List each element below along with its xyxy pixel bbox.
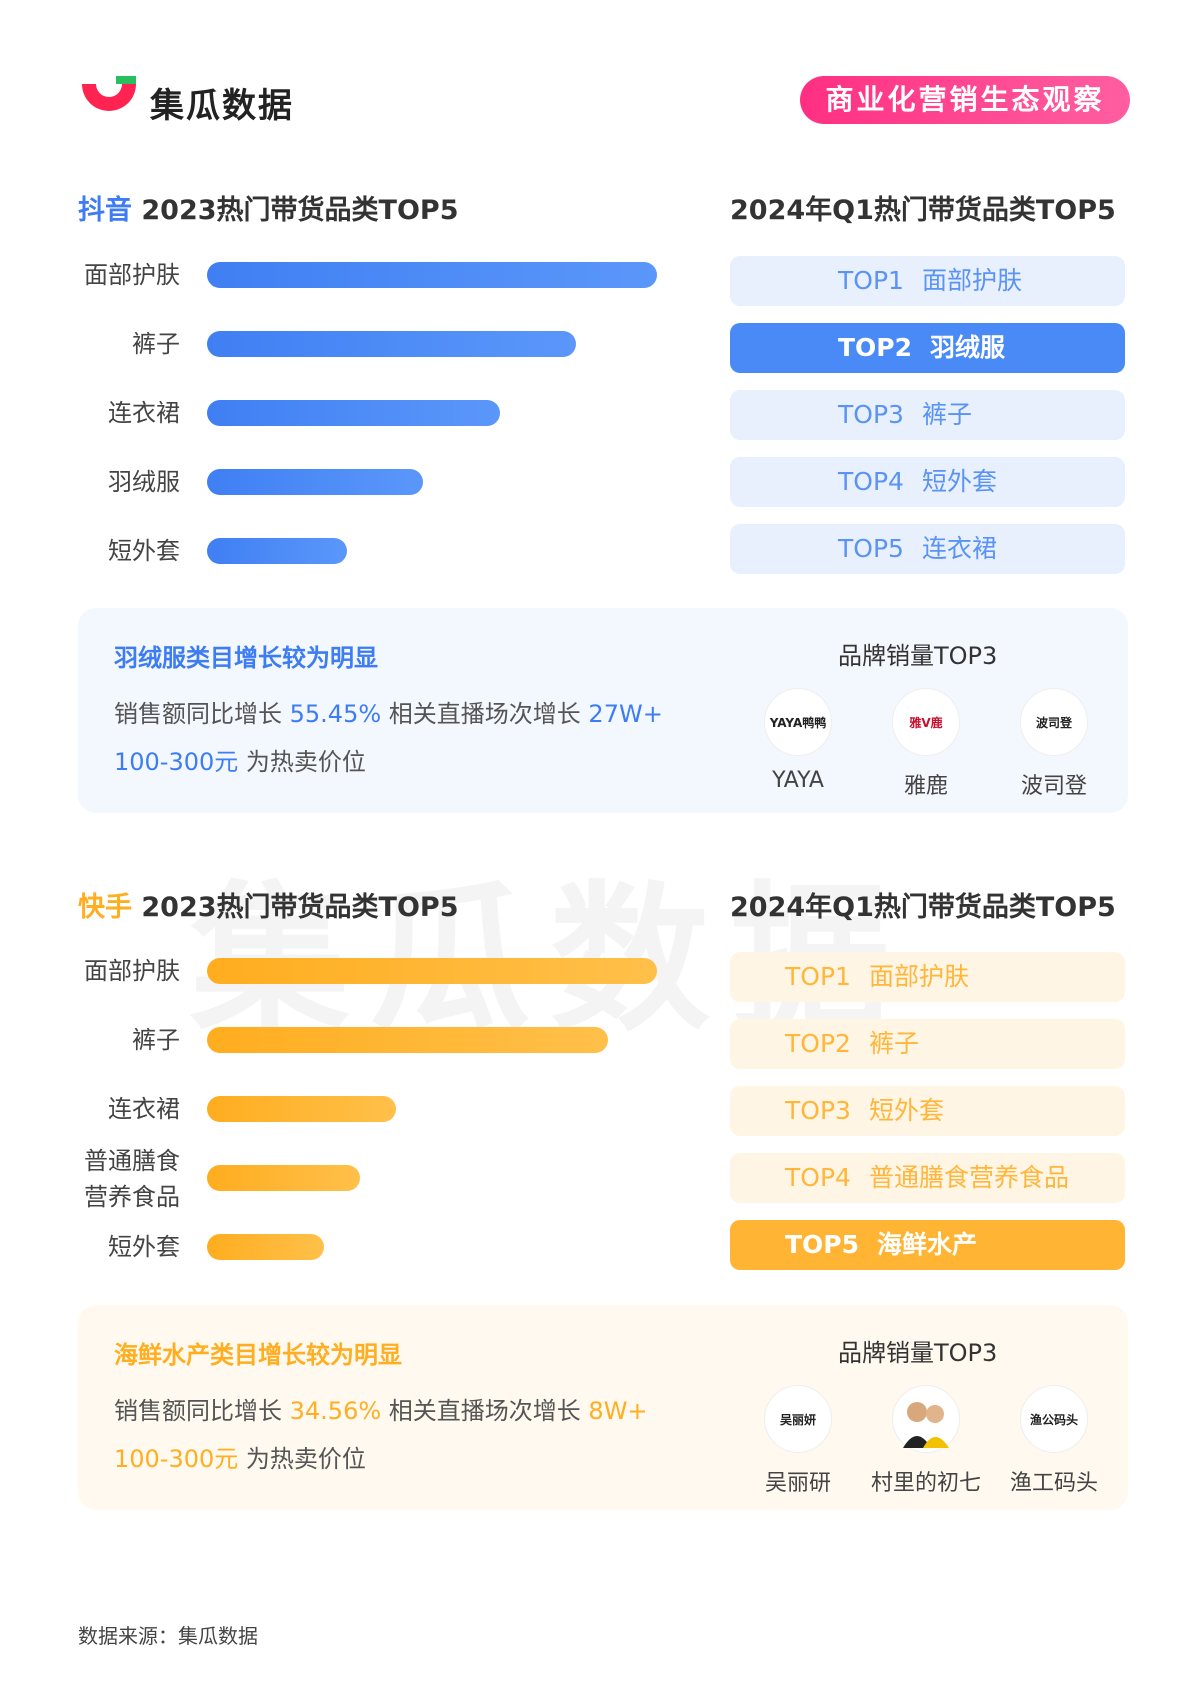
bar xyxy=(207,1096,396,1122)
brand-logo: 波司登 xyxy=(1020,688,1088,756)
rank-label: TOP2 xyxy=(838,333,913,362)
category-label: 短外套 xyxy=(108,537,180,565)
bar xyxy=(207,538,347,564)
ranking-item: TOP5 海鲜水产 xyxy=(730,1220,1125,1270)
douyin-q1-title: 2024年Q1热门带货品类TOP5 xyxy=(730,195,1116,226)
bar xyxy=(207,1234,324,1260)
bar xyxy=(207,331,576,357)
rank-category: 连衣裙 xyxy=(921,534,997,563)
info-title: 羽绒服类目增长较为明显 xyxy=(114,644,378,672)
category-label: 短外套 xyxy=(108,1233,180,1261)
brand-name: 渔工码头 xyxy=(1009,1471,1098,1496)
category-label: 普通膳食 营养食品 xyxy=(84,1147,180,1211)
header-tag: 商业化营销生态观察 xyxy=(800,76,1130,124)
brand-logo xyxy=(892,1385,960,1453)
data-source: 数据来源：集瓜数据 xyxy=(78,1624,258,1648)
bar xyxy=(207,1165,360,1191)
category-label: 裤子 xyxy=(132,1026,180,1054)
kuaishou-q1-title: 2024年Q1热门带货品类TOP5 xyxy=(730,892,1116,923)
rank-label: TOP3 xyxy=(838,400,904,429)
ranking-item: TOP4 短外套 xyxy=(730,457,1125,507)
rank-category: 面部护肤 xyxy=(921,266,1022,295)
ranking-item: TOP5 连衣裙 xyxy=(730,524,1125,574)
rank-category: 裤子 xyxy=(921,400,972,429)
category-label: 面部护肤 xyxy=(84,261,180,289)
category-label: 连衣裙 xyxy=(108,399,180,427)
category-label: 裤子 xyxy=(132,330,180,358)
rank-label: TOP4 xyxy=(838,467,904,496)
logo-icon xyxy=(82,76,136,111)
brand-name: 吴丽研 xyxy=(764,1471,831,1496)
rank-label: TOP4 xyxy=(785,1163,851,1192)
rank-label: TOP5 xyxy=(785,1230,860,1259)
brand-logo: 渔公码头 xyxy=(1020,1385,1088,1453)
category-label: 羽绒服 xyxy=(108,468,180,496)
category-label: 连衣裙 xyxy=(108,1095,180,1123)
rank-category: 普通膳食营养食品 xyxy=(868,1163,1069,1192)
rank-category: 羽绒服 xyxy=(930,333,1006,362)
brand-top3-title: 品牌销量TOP3 xyxy=(838,1339,998,1367)
brand-logo: YAYA鸭鸭 xyxy=(764,688,832,756)
brand-name: 村里的初七 xyxy=(870,1471,981,1496)
ranking-item: TOP1 面部护肤 xyxy=(730,952,1125,1002)
info-line-price: 100-300元 为热卖价位 xyxy=(114,748,366,776)
rank-label: TOP2 xyxy=(785,1029,851,1058)
brand-name: 集瓜数据 xyxy=(150,86,294,126)
avatar-photo-icon xyxy=(903,1402,949,1448)
info-line-sales: 销售额同比增长 34.56% 相关直播场次增长 8W+ xyxy=(114,1397,648,1425)
douyin-chart-title: 抖音 2023热门带货品类TOP5 xyxy=(78,195,459,226)
ranking-item: TOP3 短外套 xyxy=(730,1086,1125,1136)
bar xyxy=(207,958,657,984)
brand-name: 波司登 xyxy=(1020,774,1087,799)
info-title: 海鲜水产类目增长较为明显 xyxy=(114,1341,402,1369)
bar xyxy=(207,262,657,288)
rank-label: TOP3 xyxy=(785,1096,851,1125)
info-line-sales: 销售额同比增长 55.45% 相关直播场次增长 27W+ xyxy=(114,700,663,728)
rank-category: 短外套 xyxy=(868,1096,944,1125)
douyin-info-box: 羽绒服类目增长较为明显 销售额同比增长 55.45% 相关直播场次增长 27W+… xyxy=(78,608,1128,813)
brand-top3-title: 品牌销量TOP3 xyxy=(838,642,998,670)
brand-logo: 吴丽妍 xyxy=(764,1385,832,1453)
info-line-price: 100-300元 为热卖价位 xyxy=(114,1445,366,1473)
rank-category: 海鲜水产 xyxy=(877,1230,978,1259)
rank-label: TOP5 xyxy=(838,534,904,563)
bar xyxy=(207,400,500,426)
category-label: 面部护肤 xyxy=(84,957,180,985)
rank-category: 短外套 xyxy=(921,467,997,496)
kuaishou-info-box: 海鲜水产类目增长较为明显 销售额同比增长 34.56% 相关直播场次增长 8W+… xyxy=(78,1305,1128,1510)
brand-name: 雅鹿 xyxy=(903,774,948,799)
ranking-item: TOP2 羽绒服 xyxy=(730,323,1125,373)
brand-logo: 雅V鹿 xyxy=(892,688,960,756)
rank-label: TOP1 xyxy=(838,266,904,295)
kuaishou-chart-title: 快手 2023热门带货品类TOP5 xyxy=(78,892,459,923)
bar xyxy=(207,1027,608,1053)
rank-label: TOP1 xyxy=(785,962,851,991)
ranking-item: TOP2 裤子 xyxy=(730,1019,1125,1069)
ranking-item: TOP4 普通膳食营养食品 xyxy=(730,1153,1125,1203)
brand-name: YAYA xyxy=(772,768,824,793)
bar xyxy=(207,469,423,495)
ranking-item: TOP3 裤子 xyxy=(730,390,1125,440)
rank-category: 面部护肤 xyxy=(868,962,969,991)
rank-category: 裤子 xyxy=(868,1029,919,1058)
ranking-item: TOP1 面部护肤 xyxy=(730,256,1125,306)
